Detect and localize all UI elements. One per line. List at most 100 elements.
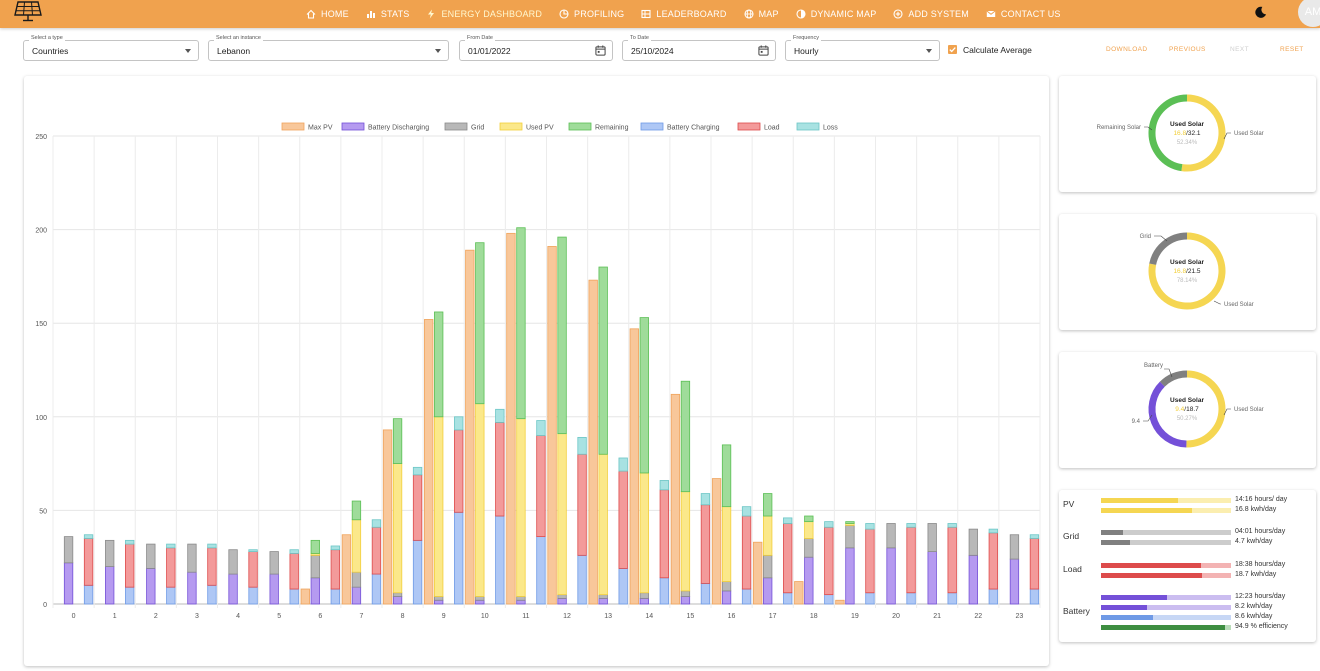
nav-item-dynamic-map[interactable]: DYNAMIC MAP xyxy=(796,9,877,19)
bar-battery-charging[interactable] xyxy=(741,588,752,605)
bar-battery-charging[interactable] xyxy=(659,577,669,605)
bar-load[interactable] xyxy=(988,532,998,590)
bar-remaining[interactable] xyxy=(392,418,403,464)
bar-loss[interactable] xyxy=(207,543,217,549)
bar-grid[interactable] xyxy=(639,592,649,599)
bar-grid[interactable] xyxy=(105,539,115,567)
bar-battery-charging[interactable] xyxy=(330,588,340,605)
bar-grid[interactable] xyxy=(434,596,444,601)
bar-battery-discharging[interactable] xyxy=(434,599,444,605)
bar-loss[interactable] xyxy=(454,416,464,431)
bar-battery-charging[interactable] xyxy=(412,539,423,605)
bar-battery-discharging[interactable] xyxy=(680,596,691,605)
bar-load[interactable] xyxy=(330,549,340,590)
bar-loss[interactable] xyxy=(906,523,916,528)
bar-battery-discharging[interactable] xyxy=(927,551,937,605)
donut-used-segment[interactable] xyxy=(1181,94,1226,172)
bar-grid[interactable] xyxy=(269,551,279,575)
bar-load[interactable] xyxy=(371,526,382,575)
bar-load[interactable] xyxy=(536,435,546,538)
bar-loss[interactable] xyxy=(1029,534,1040,539)
bar-battery-charging[interactable] xyxy=(865,592,875,605)
nav-item-add-system[interactable]: ADD SYSTEM xyxy=(893,9,969,19)
bar-used-pv[interactable] xyxy=(804,521,814,539)
bar-grid[interactable] xyxy=(187,543,197,573)
bar-loss[interactable] xyxy=(248,549,258,552)
bar-battery-discharging[interactable] xyxy=(475,599,485,605)
bar-battery-charging[interactable] xyxy=(454,511,464,605)
bar-battery-discharging[interactable] xyxy=(269,573,279,605)
legend-item[interactable]: Grid xyxy=(444,122,484,132)
bar-battery-discharging[interactable] xyxy=(763,577,773,605)
bar-grid[interactable] xyxy=(845,524,855,549)
bar-used-pv[interactable] xyxy=(721,506,732,582)
bar-battery-discharging[interactable] xyxy=(639,597,649,605)
bar-battery-discharging[interactable] xyxy=(63,562,74,605)
legend-item[interactable]: Used PV xyxy=(499,122,554,132)
instance-select[interactable]: Select an instance Lebanon xyxy=(208,35,449,61)
calculate-average-checkbox[interactable] xyxy=(948,45,957,54)
bar-load[interactable] xyxy=(248,551,258,588)
bar-loss[interactable] xyxy=(412,466,423,476)
bar-battery-charging[interactable] xyxy=(700,583,711,605)
bar-max-pv[interactable] xyxy=(629,328,639,605)
bar-remaining[interactable] xyxy=(351,500,362,521)
from-date-field[interactable]: From Date 01/01/2022 xyxy=(459,35,613,61)
bar-battery-charging[interactable] xyxy=(618,568,628,605)
bar-battery-charging[interactable] xyxy=(906,592,916,605)
bar-battery-discharging[interactable] xyxy=(392,596,403,605)
bar-load[interactable] xyxy=(454,429,464,513)
bar-loss[interactable] xyxy=(988,528,998,534)
solar-panel-logo-icon[interactable] xyxy=(14,0,42,22)
bar-load[interactable] xyxy=(659,489,669,579)
bar-max-pv[interactable] xyxy=(753,541,763,605)
bar-remaining[interactable] xyxy=(763,493,773,517)
bar-battery-discharging[interactable] xyxy=(310,577,320,605)
next-button[interactable]: NEXT xyxy=(1230,46,1249,53)
bar-battery-charging[interactable] xyxy=(783,592,793,605)
bar-remaining[interactable] xyxy=(680,380,691,493)
nav-item-stats[interactable]: STATS xyxy=(366,9,410,19)
bar-loss[interactable] xyxy=(83,534,94,539)
reset-button[interactable]: RESET xyxy=(1280,46,1304,53)
calendar-icon[interactable] xyxy=(758,45,769,56)
bar-grid[interactable] xyxy=(886,523,896,549)
bar-battery-charging[interactable] xyxy=(289,588,299,605)
bar-remaining[interactable] xyxy=(434,311,444,418)
bar-load[interactable] xyxy=(207,547,217,586)
bar-load[interactable] xyxy=(577,453,587,556)
legend-item[interactable]: Battery Charging xyxy=(640,122,720,132)
avatar[interactable]: AM xyxy=(1298,0,1320,27)
bar-used-pv[interactable] xyxy=(639,472,649,594)
bar-grid[interactable] xyxy=(146,543,156,569)
bar-battery-discharging[interactable] xyxy=(146,568,156,605)
bar-load[interactable] xyxy=(865,528,875,594)
bar-load[interactable] xyxy=(700,504,711,584)
bar-loss[interactable] xyxy=(659,480,669,491)
donut-other-segment[interactable] xyxy=(1148,381,1187,448)
bar-remaining[interactable] xyxy=(721,444,732,508)
bar-grid[interactable] xyxy=(63,536,74,564)
bar-battery-discharging[interactable] xyxy=(557,597,567,605)
bar-battery-discharging[interactable] xyxy=(516,599,526,605)
previous-button[interactable]: PREVIOUS xyxy=(1169,46,1206,53)
bar-load[interactable] xyxy=(906,526,916,594)
bar-grid[interactable] xyxy=(721,581,732,592)
bar-used-pv[interactable] xyxy=(434,416,444,597)
bar-load[interactable] xyxy=(783,523,793,594)
bar-grid[interactable] xyxy=(228,549,238,575)
calendar-icon[interactable] xyxy=(595,45,606,56)
frequency-select[interactable]: Frequency Hourly xyxy=(785,35,940,61)
bar-max-pv[interactable] xyxy=(547,246,557,605)
bar-loss[interactable] xyxy=(371,519,382,528)
bar-max-pv[interactable] xyxy=(835,599,845,605)
bar-loss[interactable] xyxy=(700,493,711,506)
bar-battery-charging[interactable] xyxy=(83,584,94,605)
bar-battery-charging[interactable] xyxy=(248,586,258,605)
bar-load[interactable] xyxy=(947,526,957,594)
bar-remaining[interactable] xyxy=(845,521,855,524)
bar-used-pv[interactable] xyxy=(475,403,485,597)
bar-loss[interactable] xyxy=(536,420,546,436)
bar-load[interactable] xyxy=(289,553,299,590)
bar-load[interactable] xyxy=(412,474,423,541)
